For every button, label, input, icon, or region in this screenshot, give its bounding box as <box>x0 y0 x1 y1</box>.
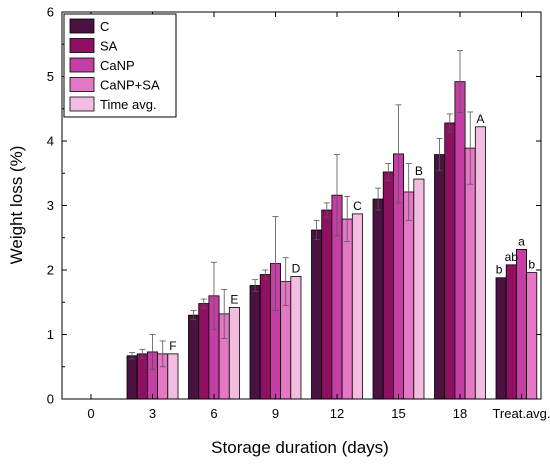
significance-letter: b <box>528 258 535 272</box>
significance-letter: A <box>476 112 484 126</box>
x-tick-label: Treat.avg. <box>492 406 550 421</box>
bar-time-avg--2 <box>228 307 240 400</box>
legend-swatch-time-avg- <box>69 96 95 112</box>
significance-letter: ab <box>505 250 519 264</box>
bar-canp-sa-6 <box>464 147 476 400</box>
x-axis-ticks: 0 3 6 9 12 15 18 Treat.avg. <box>87 12 550 421</box>
legend: C SA CaNP CaNP+SA Time avg. <box>63 13 177 118</box>
bar-sa-3 <box>259 274 271 400</box>
bar-sa-5 <box>382 171 394 400</box>
x-tick-label: 6 <box>210 406 217 421</box>
significance-letter: E <box>230 292 238 306</box>
significance-letter: C <box>353 199 362 213</box>
x-tick-label: 3 <box>149 406 156 421</box>
legend-label-sa: SA <box>100 39 118 54</box>
x-tick-label: 0 <box>87 406 94 421</box>
significance-letter: F <box>169 339 176 353</box>
y-tick-label: 1 <box>47 327 54 342</box>
bar-sa-2 <box>198 303 210 400</box>
legend-label-c: C <box>100 19 109 34</box>
x-tick-label: 9 <box>272 406 279 421</box>
significance-letter: B <box>415 164 423 178</box>
bar-canp-6 <box>454 81 466 400</box>
x-tick-label: 15 <box>391 406 405 421</box>
legend-label-canp: CaNP <box>100 58 135 73</box>
legend-swatch-canp <box>69 57 95 73</box>
x-axis-title: Storage duration (days) <box>211 438 389 457</box>
bar-c-5 <box>372 198 384 400</box>
y-tick-label: 5 <box>47 69 54 84</box>
y-tick-label: 6 <box>47 5 54 20</box>
y-tick-label: 3 <box>47 198 54 213</box>
legend-label-time-avg-: Time avg. <box>100 97 157 112</box>
bar-c-7 <box>495 277 507 400</box>
x-tick-label: 12 <box>330 406 344 421</box>
bar-c-6 <box>434 154 446 400</box>
error-bar-group <box>129 50 474 370</box>
bar-c-4 <box>311 229 323 400</box>
bar-canp-sa-4 <box>341 218 353 400</box>
legend-swatch-sa <box>69 38 95 53</box>
bar-time-avg--6 <box>474 126 486 400</box>
bar-sa-4 <box>321 209 333 400</box>
bar-sa-6 <box>444 122 456 400</box>
y-tick-label: 4 <box>47 134 54 149</box>
bar-group <box>126 81 538 400</box>
bar-c-3 <box>249 285 261 400</box>
bar-time-avg--4 <box>351 213 363 400</box>
bar-sa-1 <box>136 353 148 400</box>
y-axis-title: Weight loss (%) <box>7 146 26 265</box>
bar-canp-sa-5 <box>403 191 415 400</box>
x-tick-label: 18 <box>453 406 467 421</box>
significance-letter: a <box>518 234 525 248</box>
y-tick-label: 2 <box>47 263 54 278</box>
bar-c-1 <box>126 355 138 400</box>
significance-letter: D <box>292 261 301 275</box>
bar-canp-7 <box>516 248 528 400</box>
legend-swatch-c <box>69 18 95 34</box>
y-tick-label: 0 <box>47 392 54 407</box>
bar-canp-sa-7 <box>526 272 538 400</box>
significance-letter: b <box>496 263 503 277</box>
legend-swatch-canp-sa <box>69 77 95 92</box>
bar-sa-7 <box>505 264 517 400</box>
bar-time-avg--5 <box>413 178 425 400</box>
bar-c-2 <box>188 314 200 400</box>
bar-time-avg--1 <box>167 353 179 400</box>
y-axis-ticks: 0 1 2 3 4 5 6 <box>47 5 541 407</box>
legend-label-canp-sa: CaNP+SA <box>100 78 160 93</box>
bar-time-avg--3 <box>290 276 302 400</box>
